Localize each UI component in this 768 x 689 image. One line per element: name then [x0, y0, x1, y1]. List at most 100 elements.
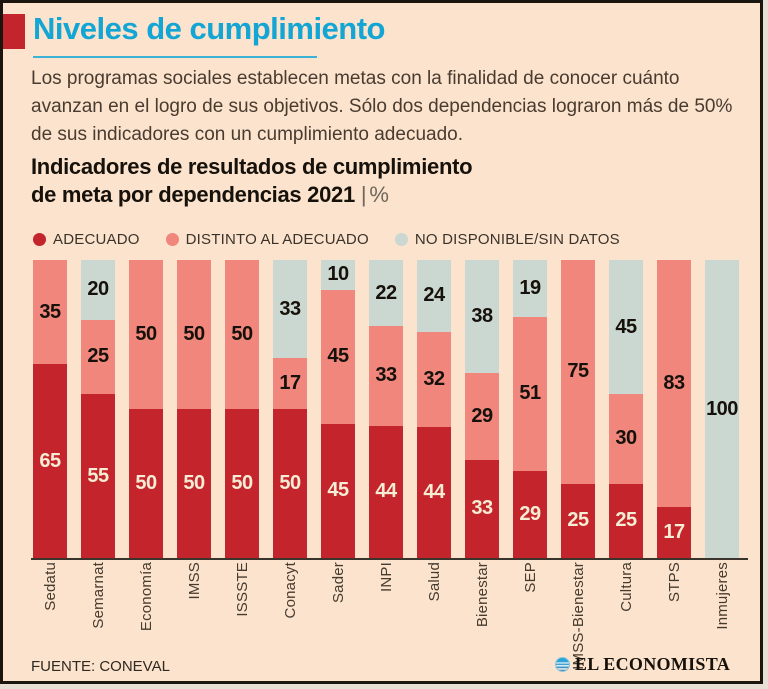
segment-value-label: 29: [519, 502, 541, 525]
bar-segment: 19: [513, 260, 547, 318]
bar-segment: 25: [561, 483, 595, 558]
segment-value-label: 55: [87, 464, 109, 487]
bar-segment: 50: [273, 409, 307, 558]
segment-value-label: 17: [279, 372, 301, 395]
chart-title-separator: |: [360, 182, 367, 207]
segment-value-label: 50: [135, 472, 157, 494]
legend-dot-icon: [165, 233, 179, 246]
bar-segment: 50: [225, 409, 259, 558]
legend-item: DISTINTO AL ADECUADO: [165, 231, 369, 248]
bar-segment: 45: [321, 423, 355, 558]
bar-segment: 38: [465, 260, 499, 374]
bar: 50 50: [129, 260, 163, 558]
bar-segment: 75: [561, 260, 595, 484]
category-label: Economía: [137, 562, 155, 632]
legend-label: ADECUADO: [53, 231, 140, 248]
brand-logo: EL ECONOMISTA: [554, 654, 730, 675]
category-label-cell: SEP: [513, 562, 547, 670]
segment-value-label: 44: [375, 480, 397, 503]
bar: 20 25 55: [81, 260, 115, 558]
category-label-cell: Sedatu: [33, 562, 67, 670]
segment-value-label: 50: [135, 323, 157, 345]
bar: 38 29 33: [465, 260, 499, 558]
category-label-cell: Semarnat: [81, 562, 115, 670]
segment-value-label: 83: [663, 372, 685, 395]
segment-value-label: 25: [567, 509, 589, 532]
chart-title: Indicadores de resultados de cumplimient…: [31, 153, 473, 209]
category-label: Conacyt: [281, 562, 299, 619]
segment-value-label: 50: [183, 472, 205, 494]
chart-title-line2: de meta por dependencias 2021: [31, 182, 355, 207]
segment-value-label: 19: [519, 277, 541, 300]
bar-segment: 29: [465, 373, 499, 460]
legend-dot-icon: [33, 233, 46, 246]
bar-segment: 32: [417, 331, 451, 427]
legend-label: DISTINTO AL ADECUADO: [185, 231, 369, 248]
segment-value-label: 44: [423, 480, 445, 503]
segment-value-label: 65: [39, 449, 61, 472]
segment-value-label: 75: [567, 360, 589, 383]
bar-segment: 50: [177, 409, 211, 558]
segment-value-label: 30: [615, 427, 637, 450]
segment-value-label: 45: [327, 345, 349, 368]
bar-segment: 24: [417, 260, 451, 332]
bar-segment: 17: [273, 358, 307, 409]
bar-segment: 83: [657, 260, 691, 508]
bar-segment: 100: [705, 260, 739, 558]
bar-segment: 10: [321, 260, 355, 290]
bar-segment: 51: [513, 317, 547, 471]
x-axis-line: [31, 558, 748, 560]
bar-segment: 50: [225, 260, 259, 409]
bar: 33 17 50: [273, 260, 307, 558]
legend-item: ADECUADO: [33, 231, 140, 248]
segment-value-label: 50: [183, 323, 205, 345]
bar-segment: 45: [321, 289, 355, 424]
segment-value-label: 33: [471, 497, 493, 520]
segment-value-label: 29: [471, 404, 493, 427]
bar-segment: 45: [609, 260, 643, 395]
segment-value-label: 33: [375, 364, 397, 387]
bar-segment: 29: [513, 470, 547, 558]
red-accent-bar: [3, 14, 25, 49]
segment-value-label: 100: [706, 397, 738, 420]
legend-label: NO DISPONIBLE/SIN DATOS: [414, 231, 620, 248]
segment-value-label: 25: [615, 509, 637, 532]
category-label: Bienestar: [473, 562, 491, 628]
bar: 19 51 29: [513, 260, 547, 558]
category-label-cell: INPI: [369, 562, 403, 670]
bar-segment: 50: [129, 260, 163, 409]
intro-text: Los programas sociales establecen metas …: [31, 68, 733, 145]
globe-icon: [554, 657, 570, 672]
segment-value-label: 50: [231, 323, 253, 345]
brand-name: EL ECONOMISTA: [574, 654, 730, 674]
bar-segment: 44: [417, 426, 451, 558]
bar-segment: 30: [609, 394, 643, 484]
bars-row: 35 65 20 25 55 50 50 50 50 50 50 33 17 50 10 45 45 22 33 44…: [33, 260, 739, 558]
segment-value-label: 17: [663, 521, 685, 544]
bar: 22 33 44: [369, 260, 403, 558]
bar-segment: 44: [369, 425, 403, 558]
bar-segment: 33: [273, 260, 307, 359]
bar: 50 50: [177, 260, 211, 558]
segment-value-label: 51: [519, 382, 541, 405]
bar: 45 30 25: [609, 260, 643, 558]
bar-segment: 17: [657, 507, 691, 558]
segment-value-label: 25: [87, 345, 109, 368]
bar-segment: 50: [129, 409, 163, 558]
legend-dot-icon: [394, 233, 408, 246]
segment-value-label: 45: [327, 479, 349, 502]
segment-value-label: 35: [39, 300, 61, 323]
bar: 50 50: [225, 260, 259, 558]
category-label-cell: Economía: [129, 562, 163, 670]
category-label: Cultura: [617, 562, 635, 612]
category-label: Salud: [425, 562, 443, 602]
legend-item: NO DISPONIBLE/SIN DATOS: [394, 231, 620, 248]
category-label: Semarnat: [89, 562, 107, 629]
bar-segment: 35: [33, 260, 67, 365]
category-label: Sader: [329, 562, 347, 604]
category-labels-row: Sedatu Semarnat Economía IMSS ISSSTE Conacyt S…: [33, 562, 739, 670]
segment-value-label: 10: [327, 263, 349, 286]
bar-segment: 33: [369, 326, 403, 426]
category-label: IMSS: [185, 562, 203, 600]
